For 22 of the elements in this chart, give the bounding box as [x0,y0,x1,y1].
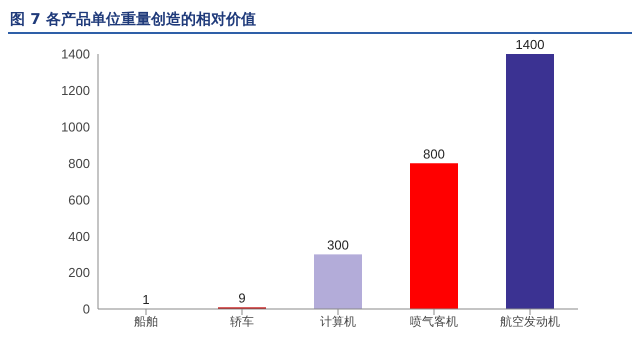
bar [314,254,362,309]
y-tick-label: 1400 [61,46,90,62]
x-tick-label: 轿车 [230,314,254,329]
bar [410,163,458,309]
x-tick-label: 航空发动机 [500,314,560,329]
data-label: 1 [142,292,150,307]
x-tick-label: 计算机 [320,314,356,329]
y-tick-label: 1000 [61,119,90,134]
data-label: 9 [238,290,246,306]
x-tick-label: 喷气客机 [410,314,458,329]
chart-title: 图 7 各产品单位重量创造的相对价值 [8,8,632,34]
y-tick-label: 200 [68,265,90,280]
x-tick-label: 船舶 [134,314,158,329]
y-tick-label: 1200 [61,83,90,98]
data-label: 1400 [516,37,544,52]
data-label: 800 [423,146,445,162]
y-tick-label: 0 [82,302,90,317]
bar [506,54,554,309]
y-tick-label: 600 [68,192,90,208]
y-tick-label: 800 [68,156,90,171]
y-tick-label: 400 [68,228,90,244]
data-label: 300 [327,237,349,252]
